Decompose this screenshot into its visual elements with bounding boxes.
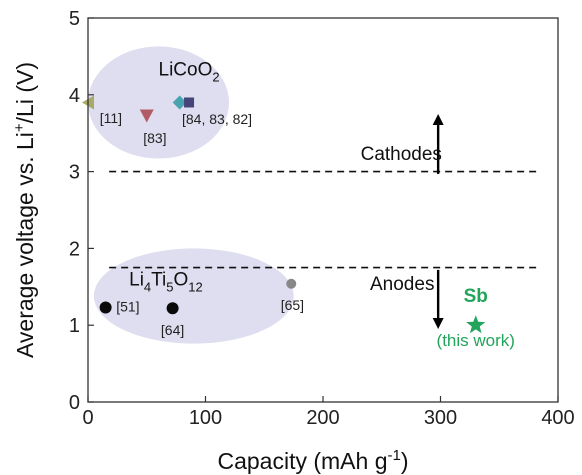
data-point-4: [99, 301, 112, 314]
region-label-0: Cathodes: [361, 144, 442, 165]
data-points: [82, 95, 486, 334]
y-axis-title: Average voltage vs. Li+/Li (V): [11, 62, 38, 358]
group-ellipse-0: [88, 46, 229, 159]
region-label-1: Anodes: [370, 274, 434, 295]
y-tick-label-2: 2: [69, 238, 80, 260]
arrow-head-1: [432, 318, 444, 330]
axes: 0 100 200 300 400 0 1 2 3 4 5 Capacity (mAh g-1) Ave…: [11, 8, 575, 474]
y-tick-label-1: 1: [69, 315, 80, 337]
y-tick-label-3: 3: [69, 162, 80, 184]
data-point-6: [286, 278, 297, 289]
region-arrows: [432, 114, 444, 330]
point-label-5: [64]: [161, 322, 184, 338]
point-label-6: [65]: [281, 297, 304, 313]
data-point-7: [466, 315, 486, 334]
data-point-5: [166, 302, 179, 315]
point-label-4: [51]: [116, 298, 139, 314]
data-point-1: [139, 109, 154, 123]
x-tick-label-0: 0: [82, 407, 93, 429]
data-point-2: [172, 95, 187, 110]
highlight-label: Sb: [464, 286, 488, 307]
y-tick-label-0: 0: [69, 392, 80, 414]
data-point-3: [184, 97, 195, 108]
x-axis-title: Capacity (mAh g-1): [217, 447, 408, 474]
annotation-labels: LiCoO2 Li4Ti5O12 Cathodes Anodes [11] [83] [84…: [100, 60, 515, 350]
x-tick-label-1: 100: [189, 407, 222, 429]
x-tick-label-3: 300: [424, 407, 457, 429]
x-tick-label-2: 200: [306, 407, 339, 429]
highlight-sublabel: (this work): [437, 331, 515, 350]
point-label-1: [83]: [143, 130, 166, 146]
group-ellipse-1: [93, 248, 294, 344]
point-label-0: [11]: [100, 110, 122, 126]
x-tick-label-4: 400: [541, 407, 574, 429]
group-label-1: Li4Ti5O12: [129, 269, 203, 294]
arrow-head-0: [432, 114, 444, 125]
point-label-2: [84, 83, 82]: [182, 111, 252, 127]
y-tick-label-4: 4: [69, 85, 80, 107]
group-ellipses: [88, 46, 294, 344]
y-tick-label-5: 5: [69, 8, 80, 30]
group-label-0: LiCoO2: [159, 60, 220, 85]
